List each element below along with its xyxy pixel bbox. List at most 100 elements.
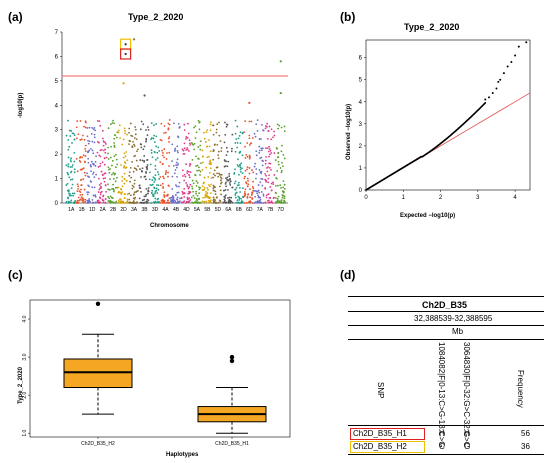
manhattan-point bbox=[150, 184, 153, 187]
manhattan-point bbox=[268, 166, 271, 169]
manhattan-point bbox=[188, 139, 191, 142]
manhattan-point bbox=[253, 132, 256, 135]
qq-y-tick-label: 6 bbox=[359, 56, 363, 62]
manhattan-point bbox=[273, 134, 276, 137]
haplotype-row-2-allele-2: G bbox=[464, 442, 471, 451]
manhattan-point bbox=[215, 131, 218, 134]
manhattan-point bbox=[133, 145, 136, 147]
manhattan-point bbox=[141, 199, 144, 202]
manhattan-point bbox=[119, 198, 121, 201]
manhattan-point bbox=[128, 127, 131, 130]
manhattan-point bbox=[107, 146, 109, 149]
manhattan-point bbox=[128, 131, 130, 134]
manhattan-point bbox=[209, 150, 212, 153]
manhattan-point bbox=[168, 151, 171, 154]
manhattan-point bbox=[262, 202, 265, 204]
manhattan-point bbox=[199, 148, 202, 151]
manhattan-point bbox=[94, 194, 97, 197]
manhattan-point bbox=[214, 190, 217, 193]
manhattan-point bbox=[121, 200, 124, 203]
manhattan-point bbox=[202, 155, 204, 158]
manhattan-point bbox=[156, 171, 159, 173]
manhattan-point bbox=[164, 131, 167, 134]
manhattan-point bbox=[228, 182, 231, 184]
manhattan-point bbox=[209, 167, 212, 170]
manhattan-point bbox=[154, 165, 157, 167]
manhattan-point bbox=[92, 152, 95, 155]
manhattan-point bbox=[139, 159, 142, 161]
manhattan-point bbox=[185, 200, 188, 203]
manhattan-point bbox=[88, 198, 90, 200]
manhattan-point bbox=[278, 124, 281, 127]
manhattan-point bbox=[70, 157, 73, 160]
manhattan-point bbox=[270, 182, 273, 185]
manhattan-point bbox=[104, 198, 107, 200]
manhattan-point bbox=[146, 134, 149, 137]
manhattan-point bbox=[219, 140, 222, 142]
manhattan-point bbox=[83, 138, 86, 141]
manhattan-point bbox=[215, 202, 218, 204]
manhattan-point bbox=[218, 172, 220, 175]
manhattan-point bbox=[225, 125, 228, 128]
manhattan-point bbox=[131, 184, 134, 187]
manhattan-point bbox=[82, 167, 85, 170]
manhattan-point bbox=[156, 201, 159, 204]
manhattan-point bbox=[175, 164, 177, 166]
manhattan-point bbox=[111, 201, 114, 203]
manhattan-point bbox=[258, 200, 260, 203]
manhattan-point bbox=[77, 201, 80, 204]
manhattan-point bbox=[223, 195, 226, 198]
manhattan-point bbox=[259, 196, 262, 199]
manhattan-point bbox=[159, 176, 162, 178]
manhattan-point bbox=[153, 141, 156, 144]
manhattan-point bbox=[150, 149, 153, 152]
manhattan-point bbox=[107, 183, 109, 186]
manhattan-point bbox=[212, 173, 215, 175]
manhattan-point bbox=[114, 166, 117, 169]
manhattan-chromosome-1B bbox=[75, 120, 87, 204]
manhattan-point bbox=[154, 174, 157, 177]
manhattan-point bbox=[67, 148, 70, 151]
manhattan-x-tick-label: 2A bbox=[100, 207, 107, 213]
manhattan-point bbox=[111, 173, 113, 176]
manhattan-point bbox=[95, 173, 97, 176]
manhattan-point bbox=[276, 156, 279, 159]
manhattan-point bbox=[73, 201, 76, 204]
manhattan-point bbox=[71, 183, 74, 186]
manhattan-point bbox=[98, 120, 101, 123]
manhattan-y-tick-label: 7 bbox=[55, 30, 59, 36]
manhattan-point bbox=[192, 190, 195, 193]
manhattan-point bbox=[79, 193, 82, 196]
manhattan-point bbox=[194, 174, 197, 177]
manhattan-chromosome-3D bbox=[148, 122, 161, 204]
manhattan-point bbox=[156, 184, 158, 186]
manhattan-point bbox=[212, 187, 215, 190]
manhattan-x-tick-label: 2B bbox=[110, 207, 117, 213]
manhattan-point bbox=[175, 166, 178, 169]
manhattan-x-tick-label: 4D bbox=[183, 207, 190, 213]
manhattan-point bbox=[162, 186, 165, 188]
manhattan-point bbox=[219, 185, 221, 188]
manhattan-point bbox=[267, 130, 270, 132]
manhattan-chromosome-3A bbox=[128, 122, 139, 204]
manhattan-point bbox=[90, 160, 93, 163]
manhattan-point bbox=[161, 202, 164, 204]
manhattan-point bbox=[233, 182, 236, 185]
manhattan-point bbox=[250, 120, 253, 123]
manhattan-point bbox=[69, 171, 72, 174]
manhattan-point bbox=[160, 199, 163, 202]
manhattan-point bbox=[254, 195, 256, 198]
manhattan-point bbox=[184, 175, 187, 178]
manhattan-point bbox=[87, 150, 90, 153]
manhattan-point bbox=[72, 201, 75, 204]
manhattan-point bbox=[192, 182, 195, 185]
manhattan-point bbox=[206, 186, 209, 189]
manhattan-point bbox=[185, 137, 187, 140]
manhattan-point bbox=[257, 194, 259, 197]
manhattan-x-tick-label: 5B bbox=[204, 207, 211, 213]
manhattan-point bbox=[89, 200, 91, 203]
manhattan-point bbox=[81, 199, 84, 202]
manhattan-point bbox=[264, 187, 267, 189]
manhattan-point bbox=[94, 129, 97, 132]
